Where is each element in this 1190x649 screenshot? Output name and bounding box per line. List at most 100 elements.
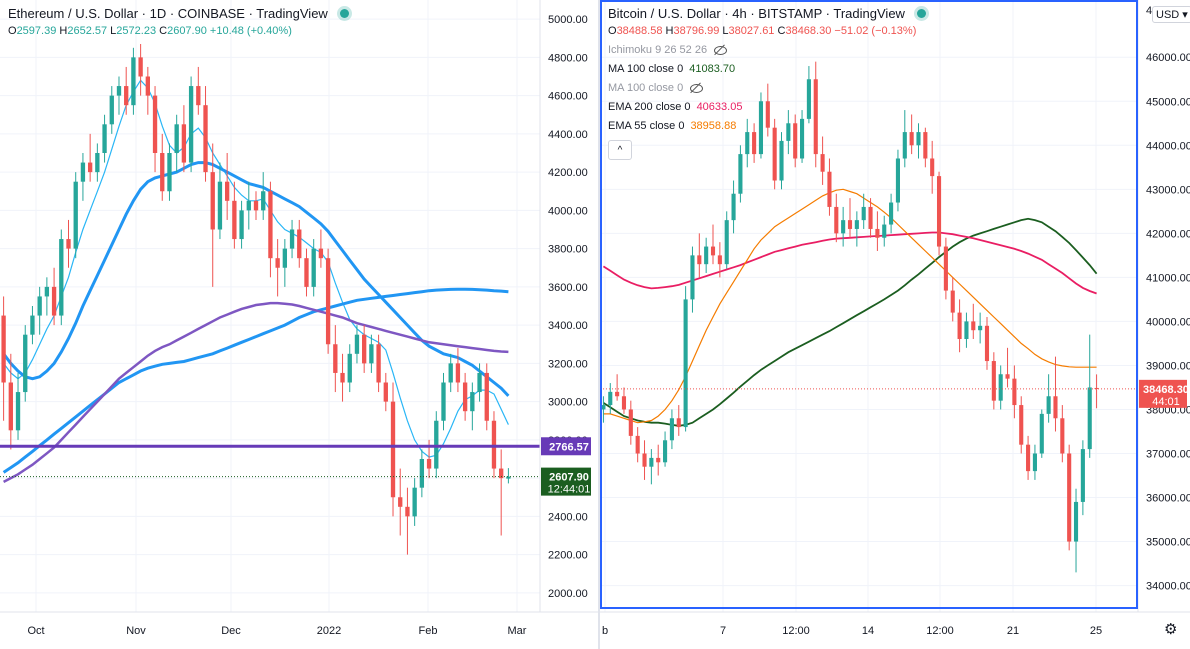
y-tick-label: 2400.00: [548, 511, 588, 523]
y-tick-label: 34000.00: [1146, 581, 1190, 593]
candle-body: [246, 200, 251, 211]
candle-body: [196, 86, 201, 106]
x-tick-label: Mar: [508, 625, 527, 637]
candle-body: [8, 382, 13, 431]
candle-body: [731, 193, 736, 221]
bitcoin-chart-title: Bitcoin / U.S. Dollar · 4h · BITSTAMP · …: [608, 6, 905, 21]
indicator-ema200[interactable]: EMA 200 close 0 40633.05: [608, 101, 926, 113]
series-line: [2, 287, 509, 474]
bitcoin-chart-pane[interactable]: 46000.00 45000.00 44000.00 43000.00 42000.00…: [600, 0, 1190, 649]
candle-body: [710, 246, 716, 256]
candle-body: [608, 391, 613, 406]
candle-body: [87, 162, 93, 173]
candle-body: [813, 79, 818, 155]
candle-body: [340, 372, 345, 383]
candle-body: [59, 239, 64, 316]
candle-body: [484, 372, 489, 421]
candle-body: [434, 420, 439, 469]
candle-body: [419, 459, 425, 488]
bitcoin-chart[interactable]: 46000.00 45000.00 44000.00 43000.00 42000.00…: [600, 0, 1190, 649]
indicator-ema55[interactable]: EMA 55 close 0 38958.88: [608, 120, 926, 132]
collapse-legend-button[interactable]: ^: [608, 140, 632, 160]
ethereum-legend: Ethereum / U.S. Dollar · 1D · COINBASE ·…: [8, 6, 349, 37]
candle-body: [188, 86, 194, 163]
candle-body: [232, 200, 237, 240]
bitcoin-ohlc: O38488.58 H38796.99 L38027.61 C38468.30 …: [608, 25, 926, 37]
candle-body: [275, 258, 280, 268]
eye-off-icon[interactable]: [713, 45, 728, 55]
candle-body: [167, 153, 172, 192]
indicator-value: 41083.70: [689, 63, 736, 75]
candle-body: [174, 124, 179, 153]
series-line: [3, 79, 509, 458]
series-line: [602, 217, 1098, 427]
eye-off-icon[interactable]: [689, 83, 704, 93]
candle-body: [383, 382, 388, 402]
bitcoin-legend: Bitcoin / U.S. Dollar · 4h · BITSTAMP · …: [608, 6, 926, 160]
candle-body: [261, 191, 266, 211]
candle-body: [936, 176, 942, 247]
candle-body: [834, 206, 839, 234]
indicator-ichimoku[interactable]: Ichimoku 9 26 52 26: [608, 44, 926, 56]
candle-body: [868, 206, 873, 229]
candle-body: [957, 312, 962, 340]
x-tick-label: b: [602, 625, 608, 637]
candle-body: [758, 101, 764, 155]
level-label-bg: [541, 437, 591, 456]
candle-body: [304, 258, 309, 287]
candle-body: [615, 391, 620, 397]
candle-body: [1, 315, 6, 383]
x-tick-label: 21: [1007, 625, 1019, 637]
candle-body: [1053, 396, 1058, 419]
x-tick-label: 12:00: [926, 625, 954, 637]
candle-body: [102, 124, 107, 153]
ethereum-chart[interactable]: 5000.00 4800.00 4600.00 4400.00 4200.00 4000.…: [0, 0, 598, 649]
price-axis-bg: [1138, 0, 1190, 612]
ohlc-high-value: 38796.99: [673, 25, 720, 37]
candle-body: [491, 420, 497, 469]
candle-body: [745, 132, 750, 155]
indicator-ma100[interactable]: MA 100 close 0 41083.70: [608, 63, 926, 75]
level-label: 2766.57: [549, 441, 589, 453]
x-tick-label: 7: [720, 625, 726, 637]
y-tick-label: 4600.00: [548, 91, 588, 103]
series-line: [602, 231, 1097, 295]
candle-body: [964, 321, 969, 340]
candle-body: [462, 382, 468, 412]
indicator-value: 40633.05: [696, 101, 743, 113]
candle-body: [717, 255, 722, 265]
candle-body: [663, 440, 668, 463]
candle-body: [601, 405, 606, 410]
candle-body: [998, 374, 1003, 401]
candle-body: [448, 363, 453, 383]
indicator-ma100-hidden[interactable]: MA 100 close 0: [608, 82, 926, 94]
candle-body: [210, 172, 215, 230]
candle-body: [297, 229, 302, 259]
candle-body: [398, 497, 403, 507]
candle-body: [628, 409, 633, 436]
ohlc-high-key: H: [665, 25, 674, 37]
ohlc-low-key: L: [110, 25, 117, 37]
ethereum-chart-pane[interactable]: 5000.00 4800.00 4600.00 4400.00 4200.00 4000.…: [0, 0, 598, 649]
y-tick-label: 36000.00: [1146, 493, 1190, 505]
ohlc-close-key: C: [777, 25, 786, 37]
candle-body: [23, 334, 28, 393]
candle-body: [1060, 418, 1065, 454]
candle-body: [635, 435, 640, 454]
candle-body: [854, 220, 859, 229]
candle-body: [44, 286, 50, 297]
candle-body: [354, 334, 360, 354]
candle-body: [916, 132, 921, 146]
last-price-label: 2607.90: [549, 472, 589, 484]
pane-divider[interactable]: [598, 0, 600, 649]
y-tick-label: 3200.00: [548, 358, 588, 370]
candle-body: [1067, 453, 1072, 542]
candle-body: [683, 299, 688, 428]
currency-selector[interactable]: USD ▾: [1152, 6, 1190, 23]
ethereum-chart-title: Ethereum / U.S. Dollar · 1D · COINBASE ·…: [8, 6, 328, 21]
candle-body: [882, 224, 887, 238]
candle-body: [676, 418, 681, 428]
market-open-dot-icon: [916, 9, 926, 18]
gear-icon[interactable]: ⚙: [1164, 621, 1178, 638]
indicator-name: EMA 55 close 0: [608, 120, 685, 132]
